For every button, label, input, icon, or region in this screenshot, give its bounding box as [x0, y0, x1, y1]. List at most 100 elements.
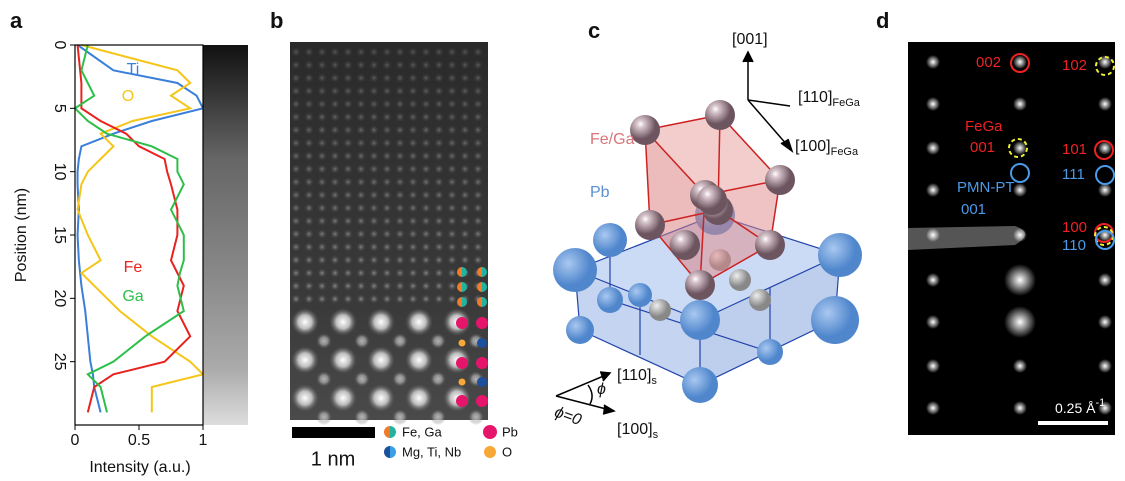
lattice-dot — [291, 294, 301, 304]
diffraction-spot — [1013, 55, 1027, 69]
lattice-dot — [421, 255, 431, 265]
lattice-dot — [356, 125, 366, 135]
lattice-dot — [317, 99, 327, 109]
lattice-dot — [304, 242, 314, 252]
lattice-dot — [304, 229, 314, 239]
reflection-label: 001 — [970, 139, 995, 156]
pb-atom — [593, 223, 627, 257]
diffraction-spot — [926, 141, 940, 155]
lattice-dot — [304, 190, 314, 200]
x-tick-label: 0 — [71, 432, 80, 449]
lattice-dot — [369, 112, 379, 122]
panel-label: d — [876, 8, 889, 33]
pb-atom — [818, 233, 862, 277]
direction-label: [110]FeGa — [798, 89, 861, 109]
lattice-dot — [317, 216, 327, 226]
lattice-dot — [408, 86, 418, 96]
lattice-dot — [395, 99, 405, 109]
lattice-dot — [460, 190, 470, 200]
lattice-dot — [408, 203, 418, 213]
lattice-dot — [421, 216, 431, 226]
lattice-dot — [395, 151, 405, 161]
lattice-dot — [356, 138, 366, 148]
lattice-dot — [408, 294, 418, 304]
panel-label: b — [270, 8, 283, 33]
atom-column — [316, 409, 332, 425]
lattice-dot — [460, 47, 470, 57]
lattice-dot — [356, 47, 366, 57]
lattice-dot — [447, 216, 457, 226]
lattice-dot — [330, 281, 340, 291]
lattice-dot — [447, 60, 457, 70]
lattice-dot — [369, 294, 379, 304]
lattice-dot — [291, 177, 301, 187]
atom-column — [354, 409, 370, 425]
lattice-dot — [291, 255, 301, 265]
lattice-dot — [356, 229, 366, 239]
atom-column — [316, 371, 332, 387]
lattice-dot — [395, 86, 405, 96]
lattice-dot — [291, 190, 301, 200]
series-label: O — [122, 88, 134, 105]
lattice-dot — [304, 125, 314, 135]
lattice-dot — [460, 151, 470, 161]
diffraction-spot — [1013, 183, 1027, 197]
x-tick-label: 1 — [199, 432, 208, 449]
lattice-dot — [330, 268, 340, 278]
lattice-dot — [447, 151, 457, 161]
lattice-dot — [473, 151, 483, 161]
lattice-dot — [291, 229, 301, 239]
atom-column — [291, 384, 319, 412]
lattice-dot — [460, 112, 470, 122]
lattice-dot — [330, 255, 340, 265]
lattice-dot — [356, 255, 366, 265]
lattice-dot — [460, 99, 470, 109]
lattice-dot — [421, 281, 431, 291]
overlay-atom — [456, 317, 468, 329]
lattice-dot — [330, 242, 340, 252]
lattice-dot — [317, 112, 327, 122]
lattice-dot — [473, 138, 483, 148]
ti-atom — [749, 289, 771, 311]
lattice-dot — [434, 216, 444, 226]
pb-atom — [811, 296, 859, 344]
lattice-dot — [434, 268, 444, 278]
lattice-dot — [421, 99, 431, 109]
reflection-label: 110 — [1062, 237, 1086, 254]
overlay-atom — [456, 357, 468, 369]
lattice-dot — [330, 112, 340, 122]
lattice-dot — [343, 216, 353, 226]
lattice-dot — [408, 151, 418, 161]
lattice-dot — [434, 177, 444, 187]
lattice-dot — [447, 203, 457, 213]
lattice-dot — [369, 125, 379, 135]
lattice-dot — [460, 125, 470, 135]
pb-atom — [680, 300, 720, 340]
lattice-dot — [356, 86, 366, 96]
lattice-dot — [343, 177, 353, 187]
lattice-dot — [317, 125, 327, 135]
atom-column — [392, 371, 408, 387]
lattice-dot — [434, 151, 444, 161]
lattice-dot — [421, 190, 431, 200]
lattice-dot — [408, 216, 418, 226]
lattice-dot — [408, 125, 418, 135]
diffraction-spot — [926, 359, 940, 373]
lattice-dot — [317, 60, 327, 70]
fega-atom — [670, 230, 700, 260]
lattice-dot — [434, 229, 444, 239]
lattice-dot — [447, 86, 457, 96]
lattice-dot — [447, 47, 457, 57]
lattice-dot — [343, 164, 353, 174]
atom-column — [291, 308, 319, 336]
lattice-dot — [343, 86, 353, 96]
lattice-dot — [369, 268, 379, 278]
atom-column — [430, 333, 446, 349]
lattice-dot — [395, 60, 405, 70]
lattice-dot — [343, 151, 353, 161]
lattice-dot — [330, 138, 340, 148]
lattice-dot — [343, 281, 353, 291]
lattice-dot — [408, 268, 418, 278]
panel-label: c — [588, 18, 600, 43]
lattice-dot — [421, 203, 431, 213]
